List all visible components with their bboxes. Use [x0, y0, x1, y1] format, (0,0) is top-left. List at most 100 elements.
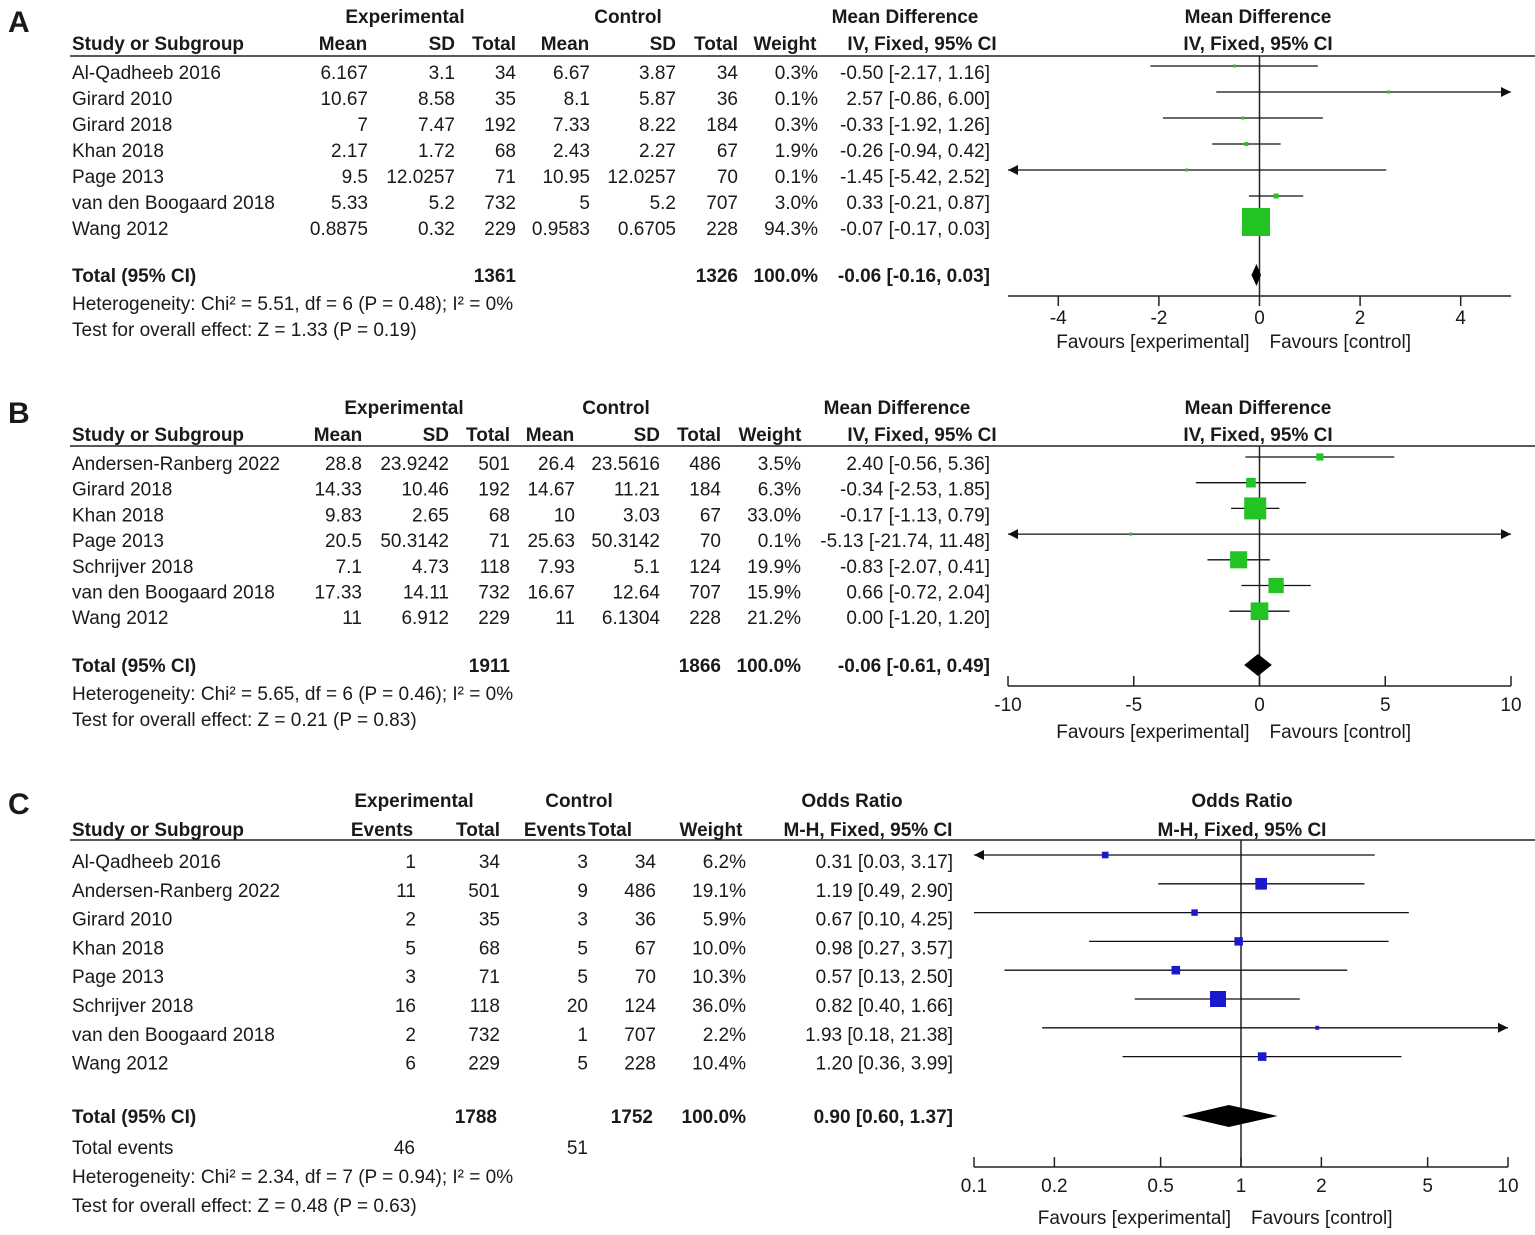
study-cell: 71	[495, 167, 516, 188]
study-cell: 5.2	[650, 193, 676, 214]
study-cell: 10.0%	[692, 938, 746, 959]
study-name: Khan 2018	[72, 938, 164, 959]
favours-right-label: Favours [control]	[1251, 1208, 1393, 1229]
panel-c: C Experimental Control Odds Ratio Odds Ratio…	[8, 788, 1535, 1229]
total-events-experimental: 46	[394, 1138, 415, 1159]
column-header: Total	[677, 425, 721, 446]
study-cell: 36	[717, 89, 738, 110]
study-name: Schrijver 2018	[72, 557, 193, 578]
effect-header: Odds Ratio	[801, 791, 902, 812]
study-cell: 1.9%	[775, 141, 818, 162]
study-cell: 6.167	[320, 63, 368, 84]
column-header: Total	[694, 34, 738, 55]
favours-right-label: Favours [control]	[1270, 722, 1412, 743]
study-cell: 34	[495, 63, 517, 84]
study-cell: 228	[706, 219, 738, 240]
column-header: Total	[588, 820, 632, 841]
plot-effect-header: Odds Ratio	[1191, 791, 1292, 812]
study-name: van den Boogaard 2018	[72, 193, 275, 214]
study-marker	[1185, 168, 1189, 172]
study-effect-ci: -0.07 [-0.17, 0.03]	[840, 219, 990, 240]
study-name: Page 2013	[72, 967, 164, 988]
study-cell: 3.1	[429, 63, 455, 84]
column-header: SD	[429, 34, 455, 55]
study-marker	[1101, 851, 1109, 859]
study-cell: 71	[489, 531, 510, 552]
study-cell: 5.33	[331, 193, 368, 214]
column-header: IV, Fixed, 95% CI	[847, 34, 996, 55]
x-tick-label: 4	[1455, 308, 1466, 329]
study-cell: 34	[717, 63, 739, 84]
study-marker	[1273, 193, 1279, 199]
column-header: Mean	[526, 425, 575, 446]
study-cell: 16	[395, 996, 416, 1017]
group1-header: Experimental	[345, 7, 464, 28]
study-effect-ci: 0.82 [0.40, 1.66]	[816, 996, 953, 1017]
x-tick-label: 0	[1254, 308, 1265, 329]
study-cell: 23.9242	[380, 454, 449, 475]
ci-arrow-right	[1498, 1022, 1508, 1033]
study-cell: 6.2%	[703, 852, 746, 873]
study-name: Girard 2018	[72, 480, 172, 501]
column-header: Weight	[754, 34, 818, 55]
column-header: Mean	[541, 34, 590, 55]
study-column-header: Study or Subgroup	[72, 34, 244, 55]
total-weight: 100.0%	[682, 1107, 747, 1128]
study-cell: 2.2%	[703, 1025, 746, 1046]
total-n-control: 1866	[679, 656, 721, 677]
study-cell: 732	[468, 1025, 500, 1046]
study-cell: 5.1	[634, 557, 660, 578]
column-header: IV, Fixed, 95% CI	[847, 425, 996, 446]
study-cell: 3	[577, 852, 588, 873]
study-marker	[1268, 577, 1284, 594]
total-n-experimental: 1788	[455, 1107, 497, 1128]
x-tick-label: 10	[1500, 695, 1521, 716]
study-cell: 7.47	[418, 115, 455, 136]
total-weight: 100.0%	[754, 266, 819, 287]
study-marker	[1209, 991, 1226, 1007]
study-cell: 17.33	[314, 583, 362, 604]
study-column-header: Study or Subgroup	[72, 820, 244, 841]
study-cell: 6.912	[401, 608, 449, 629]
study-cell: 3.0%	[775, 193, 818, 214]
study-cell: 70	[717, 167, 738, 188]
study-cell: 0.1%	[775, 89, 818, 110]
study-cell: 501	[478, 454, 510, 475]
study-cell: 229	[468, 1054, 500, 1075]
study-cell: 67	[635, 938, 656, 959]
study-effect-ci: 0.57 [0.13, 2.50]	[816, 967, 953, 988]
plot-effect-header: Mean Difference	[1185, 7, 1332, 28]
study-cell: 0.3%	[775, 115, 818, 136]
study-cell: 20	[567, 996, 588, 1017]
study-marker	[1230, 551, 1248, 569]
total-effect-ci: 0.90 [0.60, 1.37]	[814, 1107, 953, 1128]
heterogeneity-text: Heterogeneity: Chi² = 5.51, df = 6 (P = …	[72, 294, 513, 315]
effect-header: Mean Difference	[824, 398, 971, 419]
study-cell: 2	[405, 910, 416, 931]
study-cell: 6.67	[553, 63, 590, 84]
study-name: Girard 2010	[72, 910, 172, 931]
study-name: Girard 2010	[72, 89, 172, 110]
study-cell: 5	[577, 1054, 588, 1075]
study-cell: 14.67	[527, 480, 575, 501]
study-cell: 4.73	[412, 557, 449, 578]
study-marker	[1244, 497, 1267, 520]
study-effect-ci: 0.98 [0.27, 3.57]	[816, 938, 953, 959]
study-cell: 229	[478, 608, 510, 629]
group2-header: Control	[545, 791, 613, 812]
study-cell: 35	[479, 910, 500, 931]
heterogeneity-text: Heterogeneity: Chi² = 2.34, df = 7 (P = …	[72, 1167, 513, 1188]
study-effect-ci: -0.34 [-2.53, 1.85]	[840, 480, 990, 501]
study-name: Page 2013	[72, 167, 164, 188]
study-cell: 1	[405, 852, 416, 873]
study-cell: 70	[635, 967, 656, 988]
study-marker	[1257, 1052, 1267, 1061]
study-name: van den Boogaard 2018	[72, 1025, 275, 1046]
plot-method-header: IV, Fixed, 95% CI	[1183, 425, 1332, 446]
study-marker	[1128, 532, 1132, 536]
study-effect-ci: 0.66 [-0.72, 2.04]	[846, 583, 990, 604]
panel-label: A	[8, 6, 30, 39]
study-effect-ci: 0.00 [-1.20, 1.20]	[846, 608, 990, 629]
study-cell: 0.6705	[618, 219, 676, 240]
study-cell: 23.5616	[591, 454, 660, 475]
